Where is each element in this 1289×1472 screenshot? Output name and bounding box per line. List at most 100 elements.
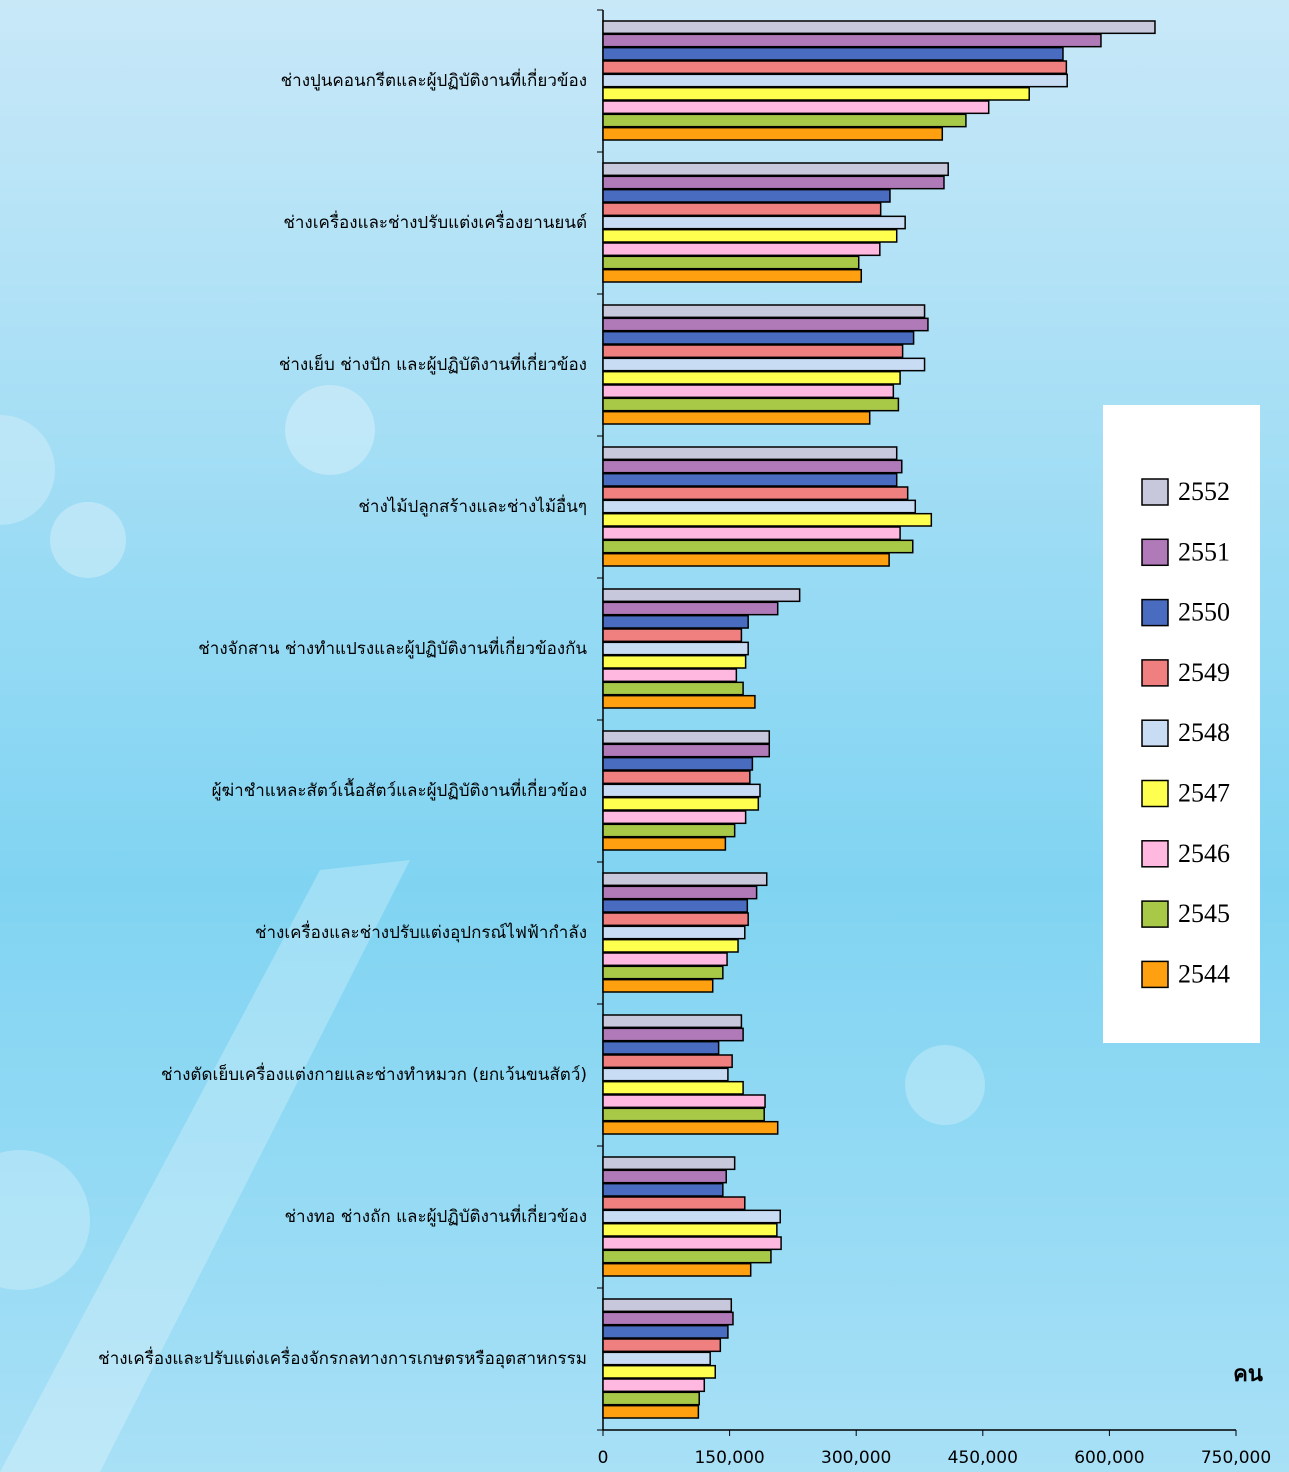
- bar: [602, 898, 749, 913]
- bar: [602, 126, 944, 141]
- bar: [602, 188, 891, 203]
- bar: [602, 73, 1068, 88]
- legend-swatch: [1141, 960, 1169, 989]
- bar: [602, 20, 1156, 35]
- bar: [602, 1378, 706, 1393]
- decoration: [905, 1045, 985, 1125]
- bar: [602, 33, 1102, 48]
- bar: [602, 384, 895, 399]
- x-tick-label: 300,000: [821, 1448, 891, 1468]
- y-tick-label: ช่างตัดเย็บเครื่องแต่งกายและช่างทำหมวก (…: [161, 1062, 587, 1085]
- bar: [602, 952, 728, 967]
- bar: [602, 1324, 729, 1339]
- bar: [602, 965, 724, 980]
- decoration: [50, 502, 126, 578]
- bar: [602, 1404, 700, 1419]
- bar: [602, 344, 904, 359]
- bar: [602, 228, 898, 243]
- bar: [602, 410, 871, 425]
- bar: [602, 1249, 772, 1264]
- legend-label: 2549: [1178, 658, 1230, 687]
- bar: [602, 526, 901, 541]
- bar: [602, 1067, 729, 1082]
- bar: [602, 512, 933, 527]
- bar: [602, 743, 771, 758]
- bar: [602, 938, 739, 953]
- decoration: [0, 415, 55, 525]
- decoration: [0, 860, 410, 1472]
- decoration: [0, 1150, 90, 1290]
- bar: [602, 268, 863, 283]
- bar: [602, 1156, 736, 1171]
- bar: [602, 255, 860, 270]
- x-tick-label: 0: [598, 1448, 609, 1468]
- bar: [602, 1222, 778, 1237]
- bar: [602, 1169, 727, 1184]
- bar: [602, 823, 736, 838]
- bar: [602, 1182, 724, 1197]
- bar: [602, 912, 749, 927]
- legend-label: 2547: [1178, 778, 1230, 807]
- legend-label: 2544: [1178, 959, 1230, 988]
- bar: [602, 46, 1064, 61]
- bar: [602, 1054, 733, 1069]
- legend-swatch: [1141, 840, 1169, 868]
- bar: [602, 1107, 765, 1122]
- bar: [602, 756, 754, 771]
- bar: [602, 459, 903, 474]
- legend-swatch: [1141, 478, 1169, 506]
- bar: [602, 668, 738, 683]
- bar: [602, 796, 760, 811]
- bar: [602, 1364, 717, 1379]
- y-tick-label: ช่างเย็บ ช่างปัก และผู้ปฏิบัติงานที่เกี่…: [279, 352, 587, 375]
- bar: [602, 836, 727, 851]
- y-tick-label: ช่างเครื่องและช่างปรับแต่งเครื่องยานยนต์: [283, 210, 587, 233]
- bar: [602, 1391, 700, 1406]
- bar: [602, 628, 743, 643]
- bar: [602, 1209, 781, 1224]
- bar: [602, 1120, 779, 1135]
- bar: [602, 978, 714, 993]
- bar: [602, 357, 926, 372]
- legend-box: [1103, 405, 1260, 1043]
- bar: [602, 783, 761, 798]
- bar: [602, 810, 747, 825]
- bar: [602, 113, 967, 128]
- legend-swatch: [1141, 779, 1169, 808]
- bar: [602, 60, 1068, 75]
- y-tick-label: ช่างไม้ปลูกสร้างและช่างไม้อื่นๆ: [358, 494, 587, 517]
- bar: [602, 304, 926, 319]
- bar: [602, 770, 751, 785]
- bar: [602, 86, 1030, 101]
- bar: [602, 694, 756, 709]
- bar: [602, 472, 898, 487]
- bar: [602, 601, 779, 616]
- y-tick-label: ช่างเครื่องและช่างปรับแต่งอุปกรณ์ไฟฟ้ากำ…: [255, 920, 587, 943]
- x-tick-label: 150,000: [694, 1448, 764, 1468]
- bar: [602, 1351, 711, 1366]
- bar: [602, 397, 900, 412]
- bar: [602, 486, 909, 501]
- legend-label: 2551: [1178, 537, 1230, 566]
- bar: [602, 539, 914, 554]
- x-tick-label: 450,000: [948, 1448, 1018, 1468]
- bar: [602, 317, 929, 332]
- bar: [602, 370, 901, 385]
- bar: [602, 100, 990, 115]
- bar: [602, 1080, 744, 1095]
- bar: [602, 330, 915, 345]
- bar: [602, 1311, 734, 1326]
- legend-swatch: [1141, 538, 1169, 567]
- legend-label: 2552: [1178, 477, 1230, 506]
- legend-swatch: [1141, 900, 1169, 928]
- bar: [602, 499, 917, 514]
- bar: [602, 885, 758, 900]
- bar: [602, 925, 746, 940]
- bar: [602, 1014, 743, 1029]
- bar: [602, 681, 744, 696]
- legend-label: 2545: [1178, 899, 1230, 928]
- bar: [602, 641, 749, 656]
- bar: [602, 654, 747, 669]
- x-tick-label: 750,000: [1201, 1448, 1271, 1468]
